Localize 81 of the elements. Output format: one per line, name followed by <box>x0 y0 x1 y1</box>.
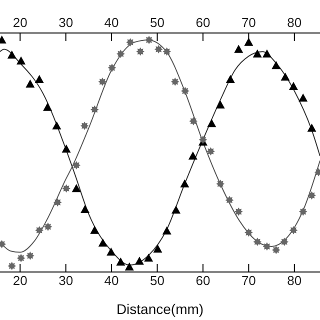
x2-tick-label: 50 <box>150 15 164 30</box>
point <box>188 151 198 160</box>
x2-tick-label: 20 <box>12 15 28 30</box>
point <box>80 122 89 130</box>
point <box>225 196 234 204</box>
x-tick-label: 40 <box>104 273 119 288</box>
point <box>90 105 99 114</box>
x-tick-label: 30 <box>58 273 74 288</box>
point <box>207 118 216 128</box>
point <box>244 228 253 237</box>
point <box>116 258 126 266</box>
point <box>134 256 144 265</box>
x2-tick-label: 30 <box>58 15 74 30</box>
point <box>8 262 16 270</box>
point <box>289 226 298 234</box>
point <box>180 179 190 188</box>
point <box>226 74 235 84</box>
x2-tick-label: 70 <box>241 15 256 30</box>
point <box>206 147 215 156</box>
point <box>288 82 298 90</box>
point <box>108 64 116 72</box>
x2-tick-label: 80 <box>287 15 302 30</box>
point <box>308 191 316 200</box>
point <box>144 254 154 262</box>
point <box>136 47 145 56</box>
x2-tick-label: 40 <box>104 15 119 30</box>
point <box>44 222 52 231</box>
point <box>170 78 180 86</box>
point <box>307 124 316 132</box>
point <box>116 50 125 58</box>
point <box>35 226 44 234</box>
x2-tick-label: 60 <box>196 15 210 30</box>
point <box>172 206 180 214</box>
point <box>253 238 262 246</box>
point <box>216 180 225 188</box>
point <box>144 36 154 44</box>
point <box>280 238 289 246</box>
point <box>52 121 62 130</box>
point <box>234 207 243 216</box>
x-tick-label: 50 <box>150 273 164 288</box>
point <box>26 252 34 260</box>
point <box>106 248 116 256</box>
point <box>244 38 254 46</box>
point <box>16 254 26 262</box>
point <box>162 47 172 56</box>
point <box>80 204 90 213</box>
point <box>7 50 16 59</box>
point <box>72 161 81 170</box>
point <box>252 49 262 58</box>
point <box>262 242 272 251</box>
point <box>216 100 225 109</box>
point <box>154 45 163 54</box>
point <box>162 226 172 235</box>
point <box>180 86 190 96</box>
point <box>90 226 100 234</box>
point <box>126 38 134 46</box>
point <box>98 78 107 86</box>
point <box>124 262 134 270</box>
point <box>280 72 290 81</box>
point <box>34 74 44 84</box>
point <box>189 116 198 126</box>
point <box>26 80 35 88</box>
x-tick-label: 60 <box>196 273 210 288</box>
point <box>62 144 71 153</box>
point <box>262 49 272 58</box>
point <box>298 93 308 102</box>
x-axis-title: Distance(mm) <box>116 301 204 317</box>
x-tick-label: 80 <box>287 273 302 288</box>
point <box>43 102 52 111</box>
point <box>234 44 244 53</box>
point <box>72 184 81 192</box>
point <box>53 198 62 207</box>
point <box>298 207 308 216</box>
point <box>62 184 70 193</box>
x-tick-label: 70 <box>241 273 256 288</box>
point <box>98 238 108 247</box>
point <box>153 244 162 253</box>
point <box>272 60 281 70</box>
point <box>16 56 26 64</box>
x-tick-label: 20 <box>12 273 28 288</box>
point <box>272 246 280 254</box>
